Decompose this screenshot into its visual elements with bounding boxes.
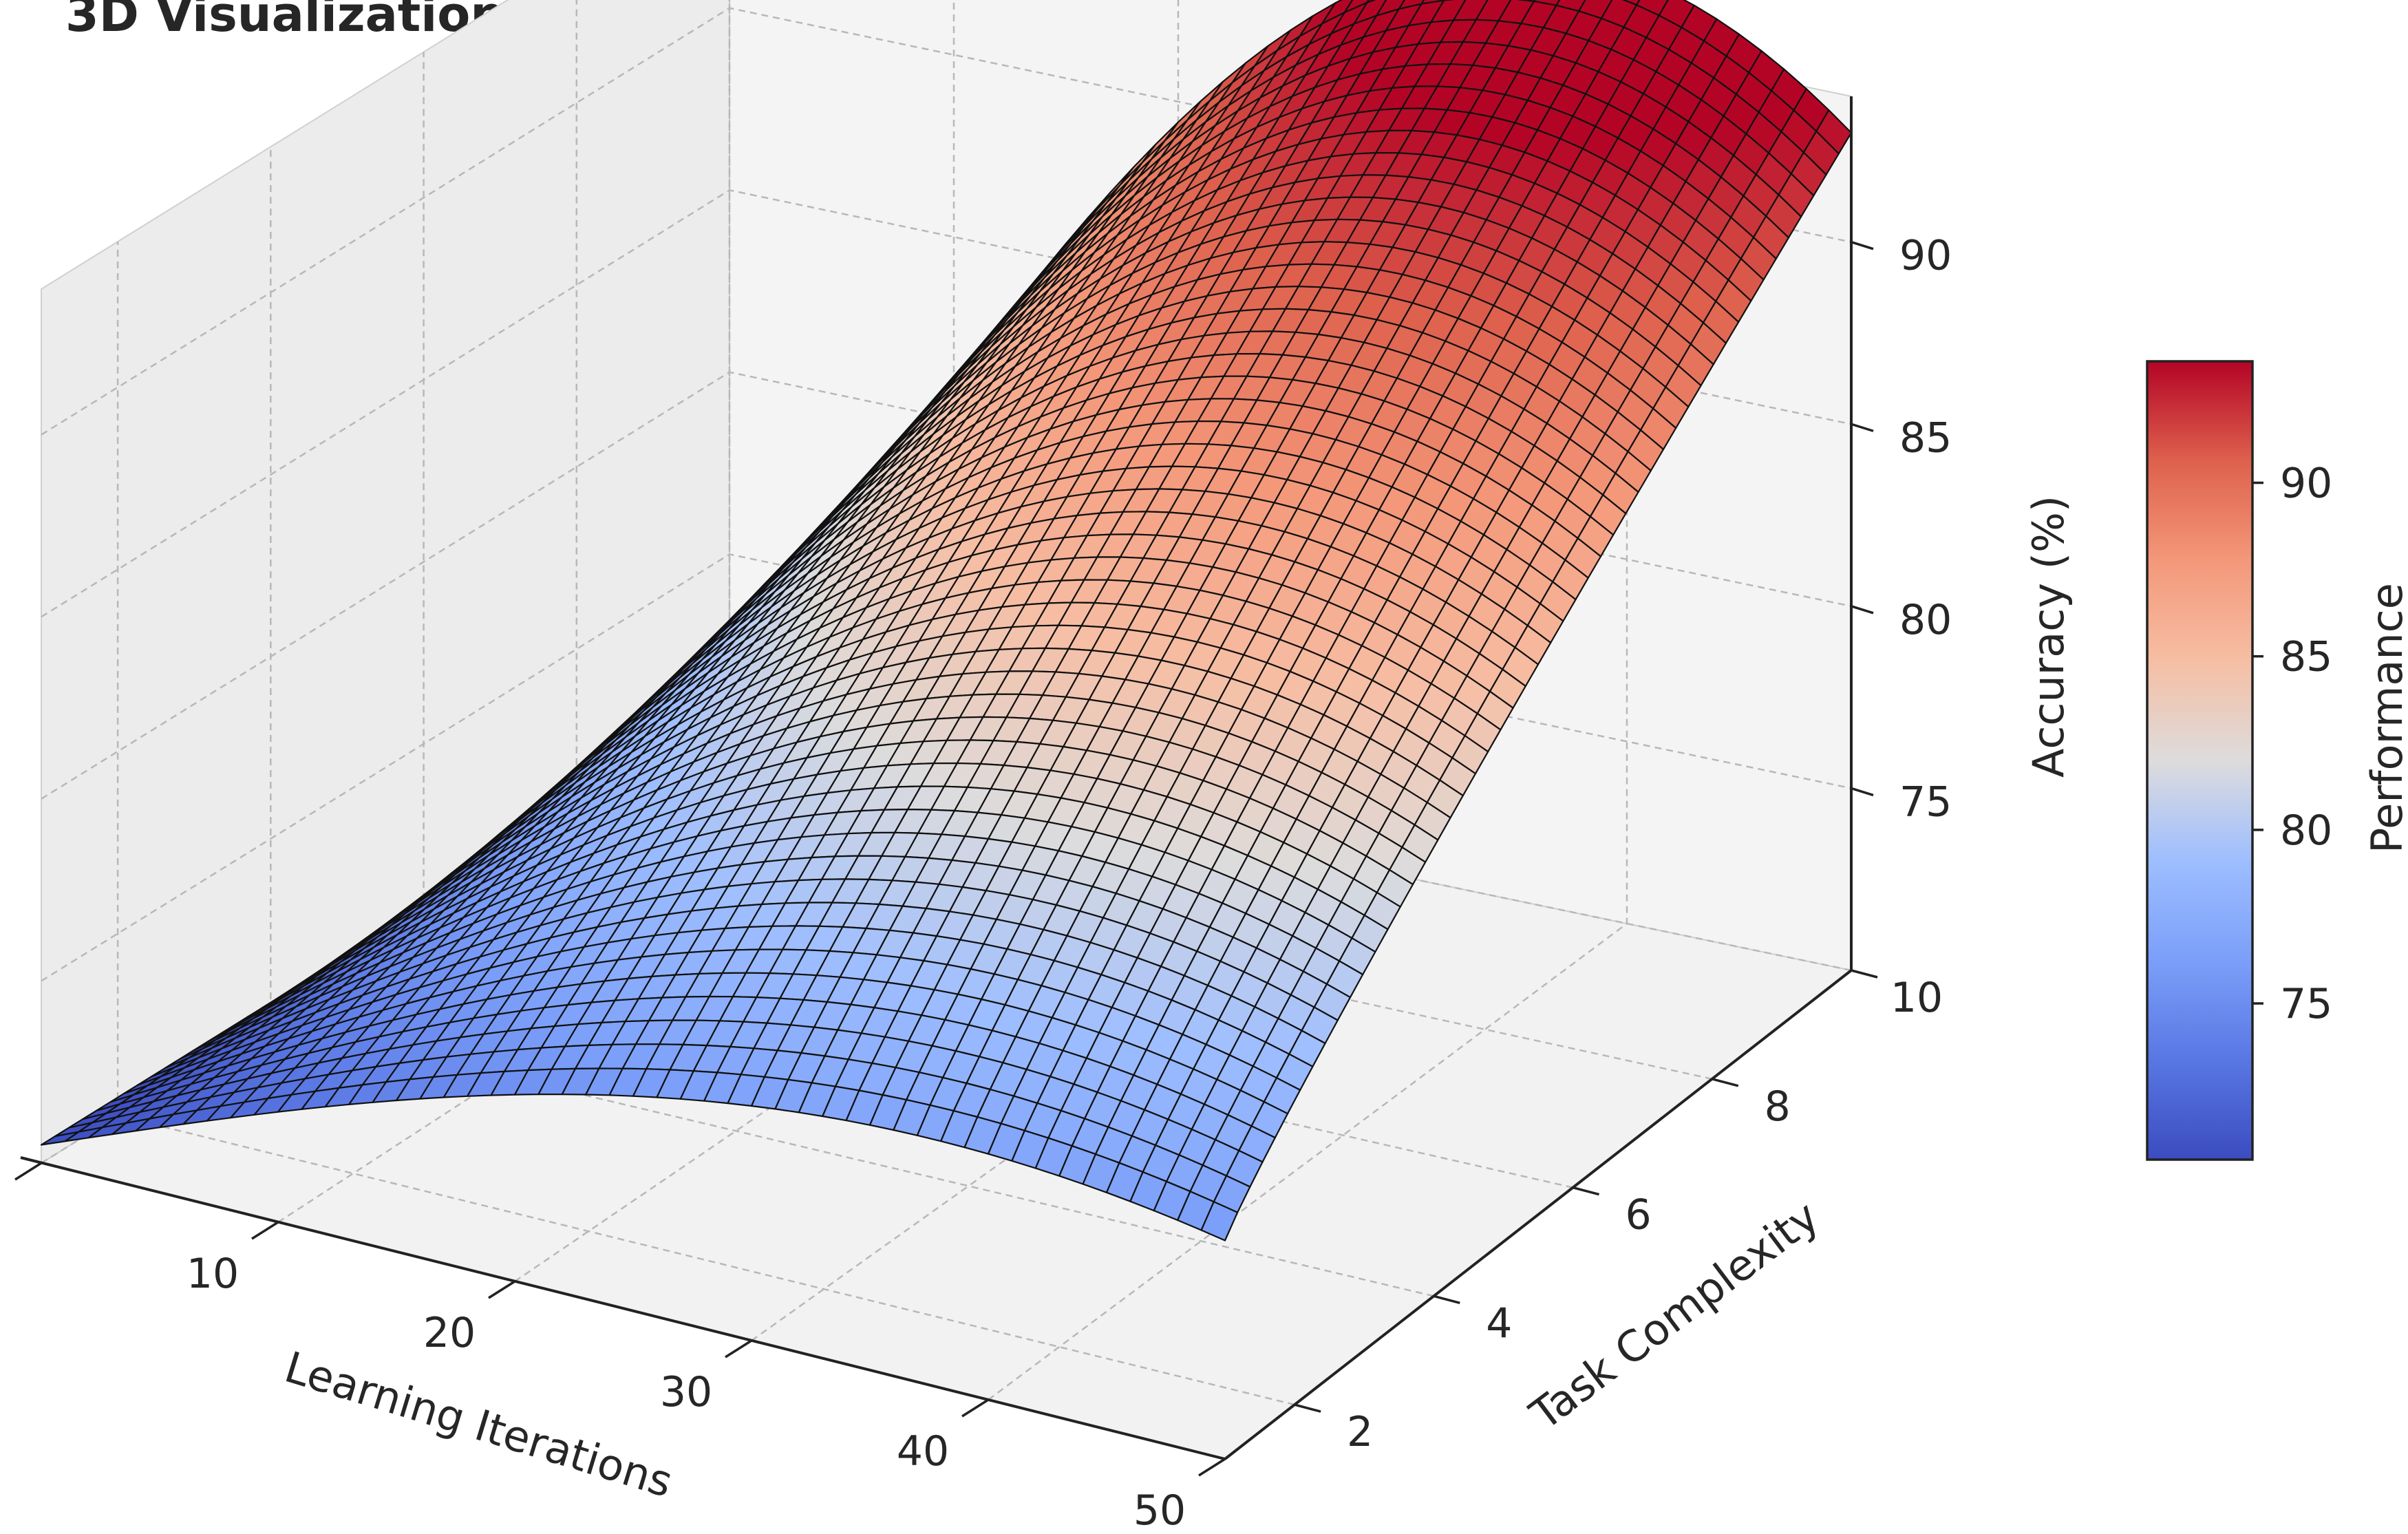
x-tick-mark <box>725 1339 752 1359</box>
x-tick-label: 20 <box>423 1309 476 1357</box>
x-tick-mark <box>251 1221 279 1240</box>
x-axis-line <box>20 1156 1226 1460</box>
surface-cell <box>1200 1201 1239 1242</box>
x-tick-label: 40 <box>897 1427 949 1476</box>
x-tick-label: 30 <box>660 1368 712 1416</box>
y-tick-mark <box>1851 969 1878 979</box>
y-tick-mark <box>1573 1186 1600 1196</box>
x-tick-mark <box>14 1162 42 1181</box>
z-tick-label: 80 <box>1899 596 1952 644</box>
grid-line <box>988 50 1628 1401</box>
y-axis-label: Task Complexity <box>1520 1191 1828 1440</box>
colorbar-tick-label: 90 <box>2280 460 2332 508</box>
y-tick-label: 8 <box>1765 1083 1791 1131</box>
y-tick-label: 10 <box>1890 974 1943 1022</box>
surface-mesh <box>40 0 1853 1242</box>
x-tick-label: 10 <box>187 1250 239 1298</box>
colorbar <box>2146 360 2254 1161</box>
x-axis-label: Learning Iterations <box>279 1342 679 1508</box>
z-tick-mark <box>1851 240 1874 251</box>
axes: 0102030405024681075808590 <box>14 96 1952 1534</box>
z-tick-mark <box>1851 423 1874 432</box>
colorbar-tick-label: 80 <box>2280 807 2332 855</box>
y-tick-mark <box>1433 1295 1460 1305</box>
x-tick-mark <box>961 1398 989 1418</box>
z-axis-label: Accuracy (%) <box>2023 496 2074 778</box>
z-tick-mark <box>1851 787 1874 797</box>
y-tick-label: 4 <box>1486 1299 1512 1347</box>
colorbar-ticks: 75 80 85 90 <box>2252 460 2332 1028</box>
y-axis-line <box>1224 969 1853 1460</box>
y-tick-mark <box>1712 1078 1739 1087</box>
z-tick-mark <box>1851 605 1874 615</box>
x-tick-mark <box>1198 1458 1226 1477</box>
y-tick-label: 2 <box>1347 1408 1373 1456</box>
colorbar-tick-label: 85 <box>2280 633 2332 681</box>
x-tick-mark <box>488 1280 515 1299</box>
colorbar-label: Performance <box>2362 583 2408 853</box>
z-tick-label: 90 <box>1899 232 1952 280</box>
z-tick-label: 75 <box>1899 778 1952 826</box>
y-tick-label: 6 <box>1625 1191 1651 1239</box>
z-tick-label: 85 <box>1899 414 1952 462</box>
x-tick-label: 50 <box>1133 1487 1186 1534</box>
y-tick-mark <box>1294 1403 1321 1413</box>
colorbar-tick-label: 75 <box>2280 980 2332 1028</box>
